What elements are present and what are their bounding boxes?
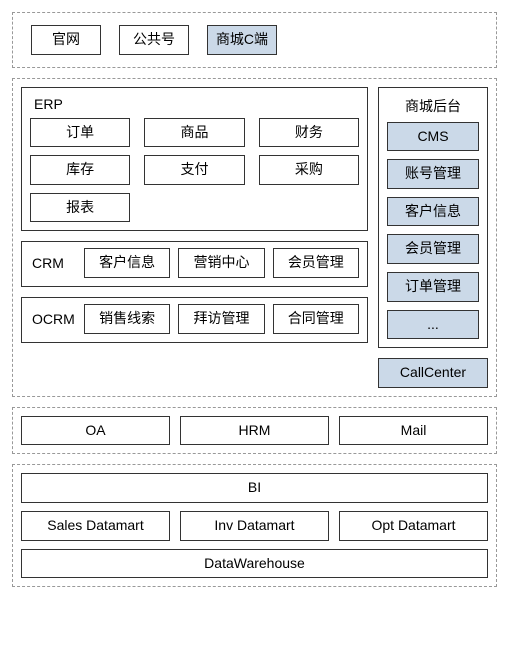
erp-item-inventory: 库存 [30, 155, 130, 185]
datamart-opt: Opt Datamart [339, 511, 488, 541]
mall-admin-item-order: 订单管理 [387, 272, 479, 302]
mall-admin-item-account: 账号管理 [387, 159, 479, 189]
erp-group: ERP 订单 商品 财务 库存 支付 采购 报表 [21, 87, 368, 232]
bi-group: BI Sales Datamart Inv Datamart Opt Datam… [12, 464, 497, 587]
ocrm-group: OCRM 销售线索 拜访管理 合同管理 [21, 297, 368, 343]
main-right-column: 商城后台 CMS 账号管理 客户信息 会员管理 订单管理 ... CallCen… [378, 87, 488, 388]
ocrm-item-visit: 拜访管理 [178, 304, 264, 334]
office-item-oa: OA [21, 416, 170, 446]
erp-item-finance: 财务 [259, 118, 359, 148]
mall-admin-group: 商城后台 CMS 账号管理 客户信息 会员管理 订单管理 ... [378, 87, 488, 349]
erp-item-procurement: 采购 [259, 155, 359, 185]
mall-admin-item-member: 会员管理 [387, 234, 479, 264]
crm-title: CRM [30, 255, 76, 271]
mall-admin-item-more: ... [387, 310, 479, 340]
office-item-hrm: HRM [180, 416, 329, 446]
erp-item-payment: 支付 [144, 155, 244, 185]
crm-item-member: 会员管理 [273, 248, 359, 278]
top-group: 官网 公共号 商城C端 [12, 12, 497, 68]
ocrm-item-leads: 销售线索 [84, 304, 170, 334]
mall-admin-item-cms: CMS [387, 122, 479, 152]
mall-admin-item-customer: 客户信息 [387, 197, 479, 227]
top-item-official-site: 官网 [31, 25, 101, 55]
erp-item-order: 订单 [30, 118, 130, 148]
ocrm-title: OCRM [30, 311, 76, 327]
crm-item-customer: 客户信息 [84, 248, 170, 278]
bi-box: BI [21, 473, 488, 503]
erp-title: ERP [34, 96, 359, 112]
datamart-row: Sales Datamart Inv Datamart Opt Datamart [21, 511, 488, 541]
mall-admin-list: CMS 账号管理 客户信息 会员管理 订单管理 ... [387, 122, 479, 340]
datamart-inv: Inv Datamart [180, 511, 329, 541]
main-left-column: ERP 订单 商品 财务 库存 支付 采购 报表 CRM 客户信息 营销中心 会… [21, 87, 368, 388]
top-item-public-account: 公共号 [119, 25, 189, 55]
callcenter-box: CallCenter [378, 358, 488, 388]
erp-item-report: 报表 [30, 193, 130, 223]
datawarehouse-box: DataWarehouse [21, 549, 488, 579]
top-row: 官网 公共号 商城C端 [21, 21, 488, 59]
crm-group: CRM 客户信息 营销中心 会员管理 [21, 241, 368, 287]
mall-admin-title: 商城后台 [387, 96, 479, 116]
office-row: OA HRM Mail [21, 416, 488, 446]
office-group: OA HRM Mail [12, 407, 497, 455]
office-item-mail: Mail [339, 416, 488, 446]
crm-item-marketing: 营销中心 [178, 248, 264, 278]
main-group: ERP 订单 商品 财务 库存 支付 采购 报表 CRM 客户信息 营销中心 会… [12, 78, 497, 397]
top-item-mall-c: 商城C端 [207, 25, 277, 55]
datamart-sales: Sales Datamart [21, 511, 170, 541]
erp-grid: 订单 商品 财务 库存 支付 采购 报表 [30, 118, 359, 223]
ocrm-item-contract: 合同管理 [273, 304, 359, 334]
erp-item-product: 商品 [144, 118, 244, 148]
